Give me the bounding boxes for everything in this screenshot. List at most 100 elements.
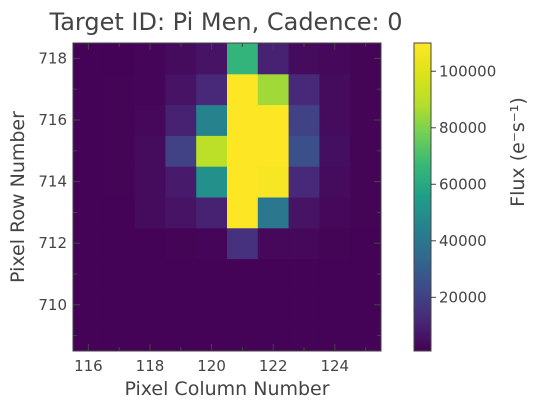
heatmap-cell xyxy=(227,197,259,229)
heatmap-cell xyxy=(103,135,136,167)
heatmap-cell xyxy=(257,197,290,229)
heatmap-cell xyxy=(288,227,320,260)
y-tick-label: 716 xyxy=(38,111,67,129)
heatmap-cell xyxy=(103,289,136,321)
x-axis: 116 118 120 122 124 xyxy=(74,43,367,375)
y-tick-label: 714 xyxy=(38,173,67,191)
heatmap-cell xyxy=(103,43,136,75)
chart-title: Target ID: Pi Men, Cadence: 0 xyxy=(49,8,403,36)
heatmap-cell xyxy=(288,43,320,75)
heatmap-cell xyxy=(165,43,197,75)
x-tick-label: 116 xyxy=(74,357,103,375)
heatmap-cell xyxy=(196,227,228,260)
colorbar-tick-label: 60000 xyxy=(439,175,487,193)
heatmap-cell xyxy=(288,135,320,167)
heatmap-cell xyxy=(134,166,166,198)
x-axis-label: Pixel Column Number xyxy=(124,378,329,400)
heatmap-cell xyxy=(257,289,290,321)
heatmap-cell xyxy=(134,258,166,290)
heatmap-cell xyxy=(103,73,136,106)
heatmap-cell xyxy=(196,166,228,198)
heatmap-cell xyxy=(227,258,259,290)
x-tick-label: 124 xyxy=(320,357,349,375)
heatmap-cell xyxy=(165,227,197,260)
heatmap-cell xyxy=(165,73,197,106)
heatmap-cell xyxy=(165,135,197,167)
heatmap-cell xyxy=(227,289,259,321)
heatmap-cell xyxy=(288,166,320,198)
heatmap-cells xyxy=(73,43,382,352)
heatmap-cell xyxy=(196,258,228,290)
heatmap-cell xyxy=(319,258,351,290)
y-tick-label: 710 xyxy=(38,296,67,314)
heatmap-cell xyxy=(196,104,228,136)
heatmap-cell xyxy=(165,289,197,321)
heatmap-cell xyxy=(319,289,351,321)
heatmap-cell xyxy=(319,227,351,260)
heatmap-cell xyxy=(73,258,105,290)
heatmap-cell xyxy=(165,197,197,229)
heatmap-cell xyxy=(134,73,166,106)
colorbar-tick-label: 40000 xyxy=(439,232,487,250)
heatmap-cell xyxy=(288,104,320,136)
colorbar xyxy=(413,42,432,352)
heatmap-cell xyxy=(227,73,259,106)
heatmap-cell xyxy=(165,166,197,198)
x-tick-label: 122 xyxy=(259,357,288,375)
heatmap-cell xyxy=(257,104,290,136)
heatmap-cell xyxy=(257,73,290,106)
heatmap-cell xyxy=(288,320,320,352)
heatmap-cell xyxy=(319,73,351,106)
heatmap-cell xyxy=(257,166,290,198)
heatmap-cell xyxy=(319,135,351,167)
heatmap-cell xyxy=(350,197,382,229)
colorbar-tick-label: 80000 xyxy=(439,119,487,137)
heatmap-cell xyxy=(103,227,136,260)
y-axis-label: Pixel Row Number xyxy=(7,111,29,283)
heatmap-cell xyxy=(165,104,197,136)
heatmap-cell xyxy=(196,73,228,106)
heatmap-cell xyxy=(257,258,290,290)
heatmap-cell xyxy=(103,258,136,290)
heatmap-cell xyxy=(319,197,351,229)
colorbar-tick-label: 100000 xyxy=(439,62,496,80)
heatmap-cell xyxy=(134,135,166,167)
heatmap-cell xyxy=(288,73,320,106)
heatmap-cell xyxy=(165,258,197,290)
heatmap-cell xyxy=(257,227,290,260)
heatmap-cell xyxy=(350,320,382,352)
heatmap-cell xyxy=(288,289,320,321)
y-tick-label: 712 xyxy=(38,234,67,252)
colorbar-axis: 20000 40000 60000 80000 100000 xyxy=(431,62,496,306)
heatmap-cell xyxy=(196,289,228,321)
heatmap-cell xyxy=(319,166,351,198)
heatmap-cell xyxy=(73,135,105,167)
heatmap-cell xyxy=(288,197,320,229)
heatmap-cell xyxy=(103,197,136,229)
heatmap-cell xyxy=(134,227,166,260)
heatmap-cell xyxy=(350,258,382,290)
heatmap-cell xyxy=(227,43,259,75)
heatmap-cell xyxy=(227,135,259,167)
heatmap-cell xyxy=(134,289,166,321)
y-tick-label: 718 xyxy=(38,49,67,67)
heatmap-cell xyxy=(227,166,259,198)
heatmap-cell xyxy=(227,104,259,136)
heatmap-cell xyxy=(134,104,166,136)
heatmap-cell xyxy=(319,104,351,136)
heatmap-cell xyxy=(134,197,166,229)
x-tick-label: 120 xyxy=(197,357,226,375)
heatmap-cell xyxy=(350,135,382,167)
heatmap-cell xyxy=(103,104,136,136)
heatmap-cell xyxy=(73,197,105,229)
heatmap-cell xyxy=(165,320,197,352)
colorbar-label: Flux (e⁻s⁻¹) xyxy=(507,97,529,207)
heatmap-cell xyxy=(73,73,105,106)
y-axis: 710 712 714 716 718 xyxy=(38,49,381,337)
colorbar-tick-label: 20000 xyxy=(439,288,487,306)
heatmap-cell xyxy=(227,320,259,352)
heatmap-cell xyxy=(350,73,382,106)
plot-frame xyxy=(72,42,382,352)
heatmap-cell xyxy=(196,135,228,167)
